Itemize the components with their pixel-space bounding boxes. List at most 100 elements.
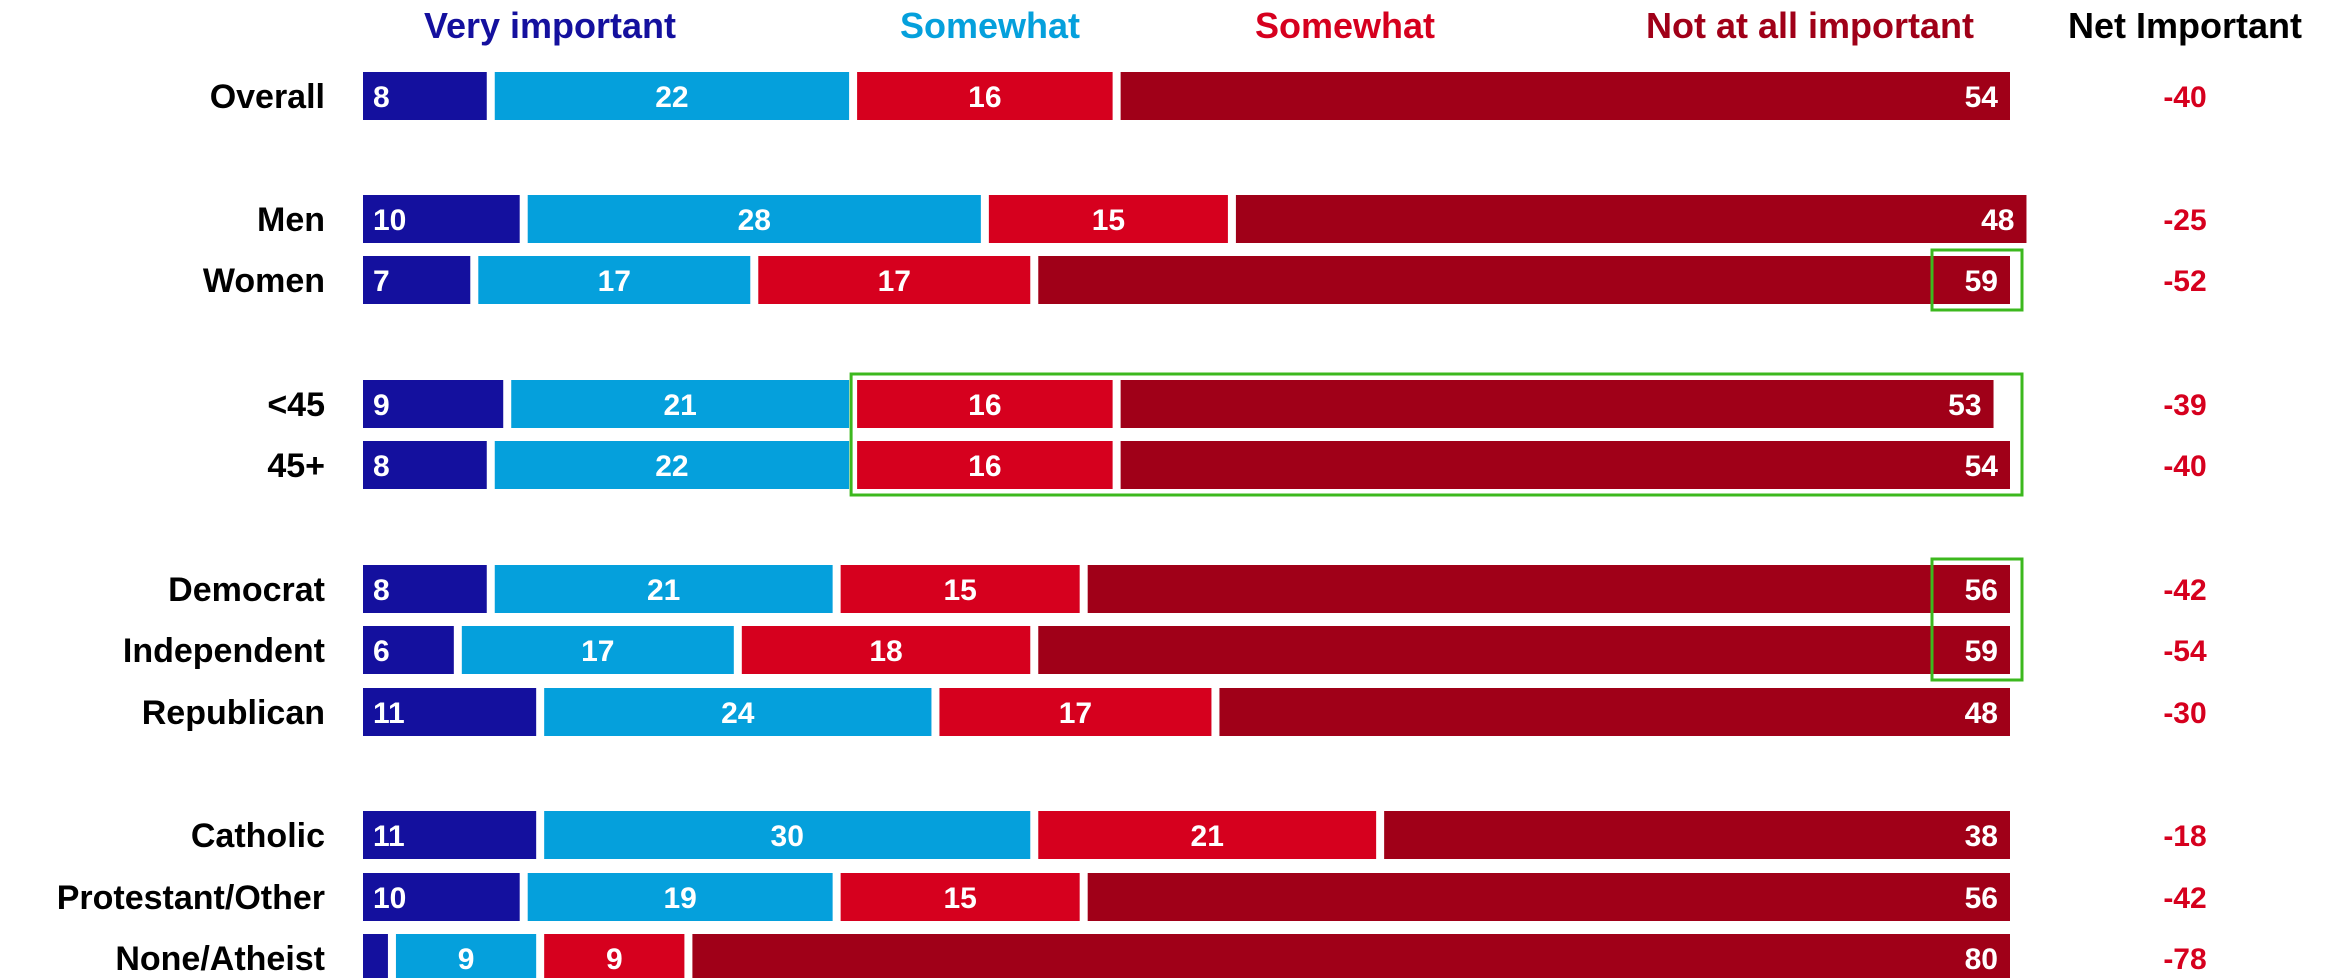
row-label: Independent [123,632,325,670]
bar-segment-3 [840,873,1080,921]
bar-segment-3 [939,688,1212,736]
net-value: -42 [2163,882,2206,915]
data-label: 54 [1965,450,1999,483]
data-label: 38 [1965,820,1998,853]
bar-segment-2 [494,72,850,120]
row-label: Overall [210,78,325,116]
net-value: -54 [2163,635,2207,668]
data-label: 48 [1965,697,1998,730]
row-label: None/Atheist [115,940,325,978]
row-label: Women [203,262,325,300]
bar-segment-2 [511,380,850,428]
bar-segment-3 [758,256,1031,304]
legend-item-2: Somewhat [900,5,1080,46]
bar-segment-4 [1384,811,2010,859]
bar-segment-4 [1038,626,2010,674]
data-label: 10 [373,204,406,237]
data-label: 22 [655,450,688,483]
data-label: 53 [1948,389,1981,422]
bar-segment-1 [363,565,487,613]
legend-item-3: Somewhat [1255,5,1435,46]
row-label: Catholic [191,817,325,855]
data-label: 16 [968,450,1001,483]
data-label: 16 [968,81,1001,114]
bar-segment-4 [1087,873,2010,921]
bar-segment-2 [527,873,833,921]
data-label: 15 [1092,204,1125,237]
bar-segment-4 [1120,380,1994,428]
bar-segment-3 [544,934,685,978]
bar-segment-4 [1219,688,2010,736]
data-label: 21 [663,389,696,422]
data-label: 8 [373,81,390,114]
bar-segment-1 [363,873,520,921]
data-label: 28 [738,204,771,237]
data-label: 54 [1965,81,1999,114]
bar-segment-2 [527,195,981,243]
bar-segment-3 [857,441,1113,489]
bar-segment-1 [363,441,487,489]
net-column-header: Net Important [2068,5,2302,46]
bar-segment-1 [363,195,520,243]
data-label: 10 [373,882,406,915]
row-label: 45+ [267,447,325,485]
data-label: 7 [373,265,390,298]
bar-segment-2 [494,565,833,613]
legend-item-1: Very important [424,5,676,46]
data-label: 9 [606,943,623,976]
data-label: 59 [1965,265,1998,298]
data-label: 21 [1191,820,1224,853]
bar-segment-4 [692,934,2010,978]
legend-item-4: Not at all important [1646,5,1974,46]
bar-segment-4 [1087,565,2010,613]
highlight-box-3 [1930,557,2024,682]
row-label: Republican [142,694,325,732]
bar-segment-4 [1038,256,2010,304]
bar-segment-2 [461,626,734,674]
bar-segment-2 [395,934,537,978]
data-label: 48 [1981,204,2014,237]
bar-segment-1 [363,934,388,978]
bar-segment-1 [363,626,454,674]
bar-segment-3 [840,565,1080,613]
bar-segment-2 [544,688,932,736]
bar-segment-2 [544,811,1031,859]
data-label: 30 [771,820,804,853]
bar-segment-3 [988,195,1228,243]
row-label: Democrat [168,571,325,609]
data-label: 8 [373,450,390,483]
bar-segment-4 [1235,195,2027,243]
data-label: 6 [373,635,390,668]
net-value: -40 [2163,81,2206,114]
bar-segment-3 [741,626,1031,674]
net-value: -40 [2163,450,2206,483]
data-label: 15 [943,882,976,915]
data-label: 15 [943,574,976,607]
net-value: -18 [2163,820,2206,853]
bar-segment-1 [363,811,537,859]
data-label: 9 [458,943,475,976]
data-label: 80 [1965,943,1998,976]
data-label: 11 [373,697,405,730]
bar-segment-1 [363,380,504,428]
data-label: 17 [878,265,911,298]
bar-segment-2 [494,441,850,489]
data-label: 22 [655,81,688,114]
bar-segment-1 [363,256,471,304]
bar-segment-3 [857,72,1113,120]
bar-segment-1 [363,72,487,120]
bar-segment-3 [1038,811,1377,859]
row-label: <45 [267,386,325,424]
data-label: 16 [968,389,1001,422]
net-value: -42 [2163,574,2206,607]
net-value: -39 [2163,389,2206,422]
data-label: 56 [1965,574,1998,607]
bar-segment-4 [1120,441,2010,489]
data-label: 9 [373,389,390,422]
data-label: 17 [581,635,614,668]
bar-segment-3 [857,380,1113,428]
net-value: -52 [2163,265,2206,298]
bar-segment-1 [363,688,537,736]
row-label: Men [257,201,325,239]
data-label: 59 [1965,635,1998,668]
